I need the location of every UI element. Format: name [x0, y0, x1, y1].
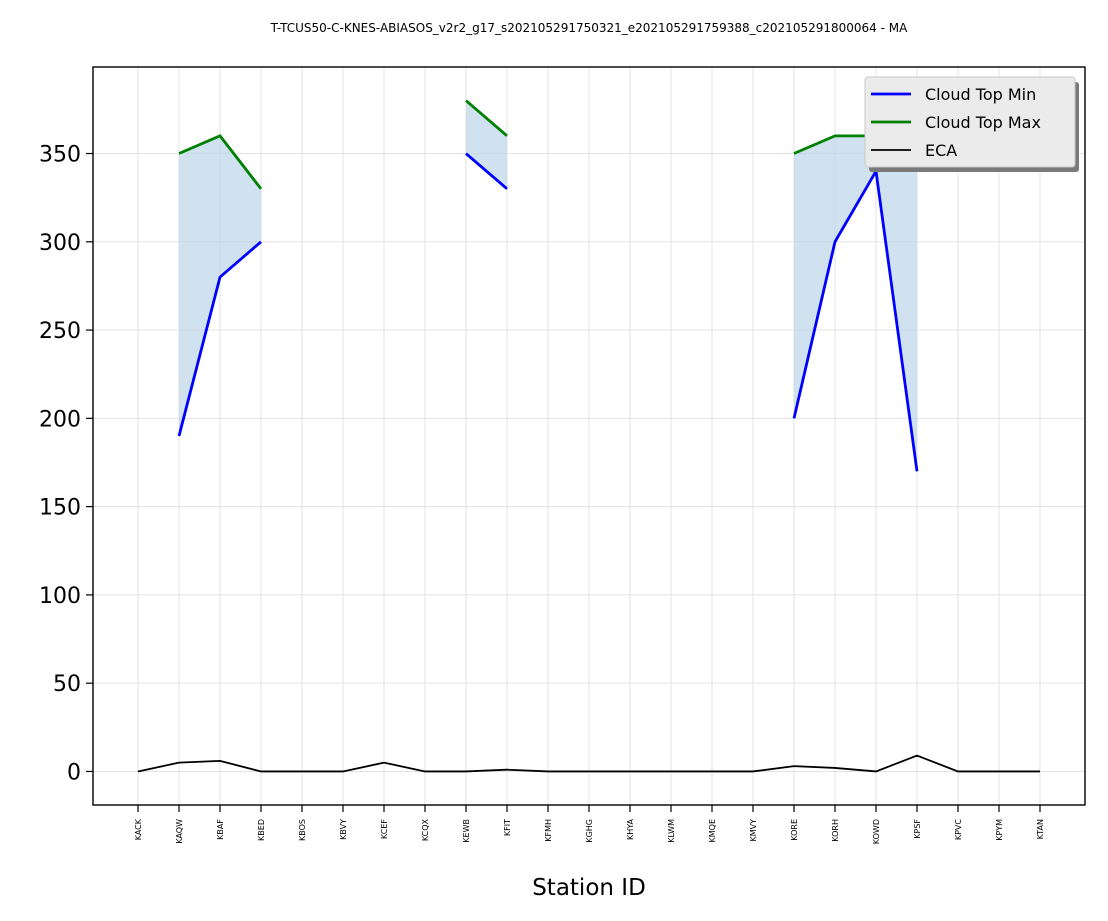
y-axis: 0 50 100 150 200 250 300 350 — [39, 143, 93, 785]
x-gridlines — [137, 67, 1041, 805]
x-tick-label: KPSF — [913, 819, 922, 839]
y-tick-label: 50 — [53, 672, 81, 697]
x-axis-label: Station ID — [532, 875, 646, 901]
x-tick-label: KEWB — [462, 819, 471, 843]
x-tick-label: KAQW — [175, 819, 184, 844]
x-tick-label: KFMH — [544, 819, 553, 842]
x-tick-label: KLWM — [667, 819, 676, 843]
x-tick-label: KFIT — [503, 819, 512, 836]
cloud-top-min-line — [792, 166, 919, 472]
x-tick-label: KBED — [257, 819, 266, 841]
x-tick-label: KBVY — [339, 819, 348, 840]
y-tick-label: 350 — [39, 143, 81, 168]
legend-box — [864, 76, 1076, 168]
x-axis: KACK KAQW KBAF KBED KBOS KBVY KCEF KCQX KEWB KFIT… — [134, 805, 1045, 844]
x-tick-label: KCEF — [380, 819, 389, 839]
x-tick-label: KPVC — [954, 819, 963, 841]
y-tick-label: 150 — [39, 496, 81, 521]
cloud-top-min-line — [465, 152, 508, 190]
x-tick-label: KGHG — [585, 819, 594, 843]
fill-between-region — [179, 135, 261, 437]
y-tick-label: 250 — [39, 319, 81, 344]
x-tick-label: KBAF — [216, 819, 225, 840]
x-tick-label: KHYA — [626, 818, 635, 840]
x-tick-label: KOWD — [872, 819, 881, 844]
x-tick-label: KBOS — [298, 819, 307, 841]
chart-title: T-TCUS50-C-KNES-ABIASOS_v2r2_g17_s202105… — [270, 21, 908, 35]
y-tick-label: 0 — [67, 760, 81, 785]
x-tick-label: KMQE — [708, 819, 717, 843]
x-tick-label: KMVY — [749, 819, 758, 842]
legend-label-eca: ECA — [925, 141, 957, 160]
legend-label-cloud-top-max: Cloud Top Max — [925, 113, 1041, 132]
y-tick-label: 200 — [39, 407, 81, 432]
legend-label-cloud-top-min: Cloud Top Min — [925, 85, 1036, 104]
cloud-top-max-line — [178, 134, 263, 190]
x-tick-label: KACK — [134, 818, 143, 840]
eca-line — [137, 754, 1040, 773]
x-tick-label: KTAN — [1036, 819, 1045, 839]
plot-area — [92, 66, 1086, 806]
cloud-top-min-line — [177, 240, 262, 437]
y-tick-label: 300 — [39, 231, 81, 256]
x-tick-label: KORH — [831, 819, 840, 842]
legend: Cloud Top Min Cloud Top Max ECA — [864, 76, 1079, 172]
cloud-top-max-line — [465, 99, 508, 137]
fill-between-area — [179, 100, 917, 472]
fill-between-region — [794, 135, 917, 472]
fill-between-region — [466, 100, 507, 189]
y-tick-label: 100 — [39, 584, 81, 609]
x-tick-label: KPYM — [995, 819, 1004, 841]
x-tick-label: KCQX — [421, 818, 430, 841]
x-tick-label: KORE — [790, 819, 799, 841]
